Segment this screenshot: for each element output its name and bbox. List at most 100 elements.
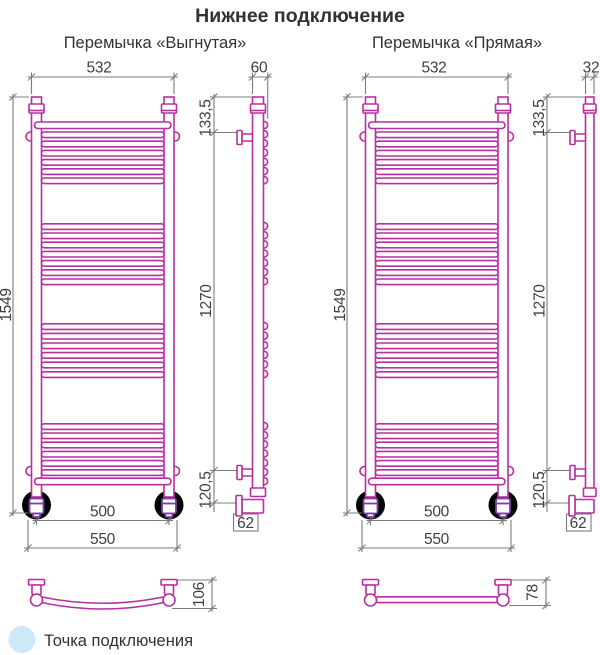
dim-tick (263, 73, 272, 81)
dimension-layer (9, 72, 598, 613)
collector-tube (163, 96, 175, 498)
dim-label-overall-width-left: 550 (90, 531, 116, 548)
dim-label-overall-width-right: 550 (424, 531, 450, 548)
rung (40, 223, 165, 231)
dim-tick (581, 73, 590, 81)
dim-tick (358, 544, 366, 552)
connection-fitting-nub (366, 512, 375, 518)
wall-bracket-pin (574, 133, 587, 142)
rung (374, 432, 499, 440)
dim-tick (542, 576, 550, 584)
jumper-cap-plate (494, 578, 512, 586)
jumper-cap-stem (163, 584, 175, 596)
side-bottom-collar (249, 487, 267, 498)
rung (374, 268, 499, 277)
dim-tick (208, 576, 216, 584)
connection-fitting (495, 497, 511, 515)
rung (374, 370, 499, 379)
rung (40, 370, 165, 379)
rung (374, 241, 499, 249)
rung (40, 361, 165, 369)
rung (374, 322, 499, 331)
dim-tick (542, 601, 550, 610)
rung (40, 177, 165, 185)
jumper-cap-stem (365, 584, 376, 596)
dim-tick (9, 93, 17, 101)
dim-label-side-depth-left: 60 (251, 60, 268, 77)
rung (374, 342, 499, 350)
rung (40, 131, 165, 139)
dim-tick (210, 466, 218, 475)
dim-tick (173, 544, 181, 552)
dim-tick (343, 93, 351, 101)
dim-tick (343, 509, 351, 517)
rung (374, 441, 499, 449)
dim-label-bracket-to-connection-right: 120,5 (531, 471, 548, 508)
dim-tick (543, 128, 551, 137)
dim-label-connection-spacing-right: 500 (424, 504, 450, 521)
rung (40, 232, 165, 240)
rung (374, 223, 499, 231)
jumper-cap-plate (160, 578, 178, 586)
rung (40, 342, 165, 350)
collector-tube (30, 96, 43, 498)
elbow-body (241, 498, 265, 514)
dim-box (232, 513, 259, 532)
rung (40, 441, 165, 449)
dim-label-top-to-bracket-left: 133,5 (198, 99, 215, 136)
dim-tick (165, 516, 173, 525)
wall-bracket-pin (241, 133, 254, 142)
dim-tick (366, 516, 375, 525)
jumper-cap-stem (31, 584, 42, 596)
rung (40, 278, 165, 286)
jumper-union (363, 593, 378, 607)
rung (374, 422, 499, 431)
dim-tick (32, 516, 41, 525)
page-title: Нижнее подключение (195, 5, 405, 27)
legend-connection-point-icon (8, 626, 36, 653)
dim-tick (24, 544, 32, 552)
dim-label-connection-offset-left: 62 (237, 515, 254, 532)
rung (374, 177, 499, 185)
dim-label-overall-height-left: 1549 (0, 288, 15, 321)
jumper-union (162, 593, 176, 607)
rung (40, 241, 165, 249)
dim-tick (9, 509, 17, 517)
side-tube (251, 96, 265, 495)
wall-bracket-pin (574, 468, 587, 477)
side-tube-cap (249, 103, 267, 114)
dim-label-side-depth-right: 32 (583, 60, 600, 77)
shelf-rung (367, 121, 506, 130)
rung (374, 140, 499, 148)
jumper-arc (41, 596, 164, 605)
subtitle-curved-variant: Перемычка «Выгнутая» (64, 34, 247, 52)
shelf-rung (33, 477, 172, 486)
connection-fitting-nub (498, 512, 508, 518)
dim-label-overall-height-right: 1549 (332, 288, 349, 321)
rung (40, 468, 165, 477)
dim-tick (499, 516, 507, 525)
dim-label-top-width-right: 532 (422, 60, 447, 77)
rung (374, 278, 499, 286)
rung (40, 140, 165, 148)
rung (40, 158, 165, 167)
rung (374, 149, 499, 157)
collector-tube (364, 96, 377, 498)
rung (374, 232, 499, 240)
tube-cap (494, 103, 512, 114)
rung (374, 450, 499, 458)
rung (374, 459, 499, 468)
tube-cap (160, 103, 178, 114)
connection-fitting-nub (164, 512, 174, 518)
elbow-plate (235, 494, 243, 517)
dim-label-top-to-bracket-right: 133,5 (531, 99, 548, 136)
shelf-rung (367, 477, 506, 486)
rung (374, 168, 499, 176)
jumper-union (29, 593, 44, 607)
rung (374, 361, 499, 369)
dim-tick (210, 499, 218, 507)
jumper-bar (375, 595, 499, 604)
tube-cap (362, 103, 379, 114)
rung (374, 351, 499, 360)
